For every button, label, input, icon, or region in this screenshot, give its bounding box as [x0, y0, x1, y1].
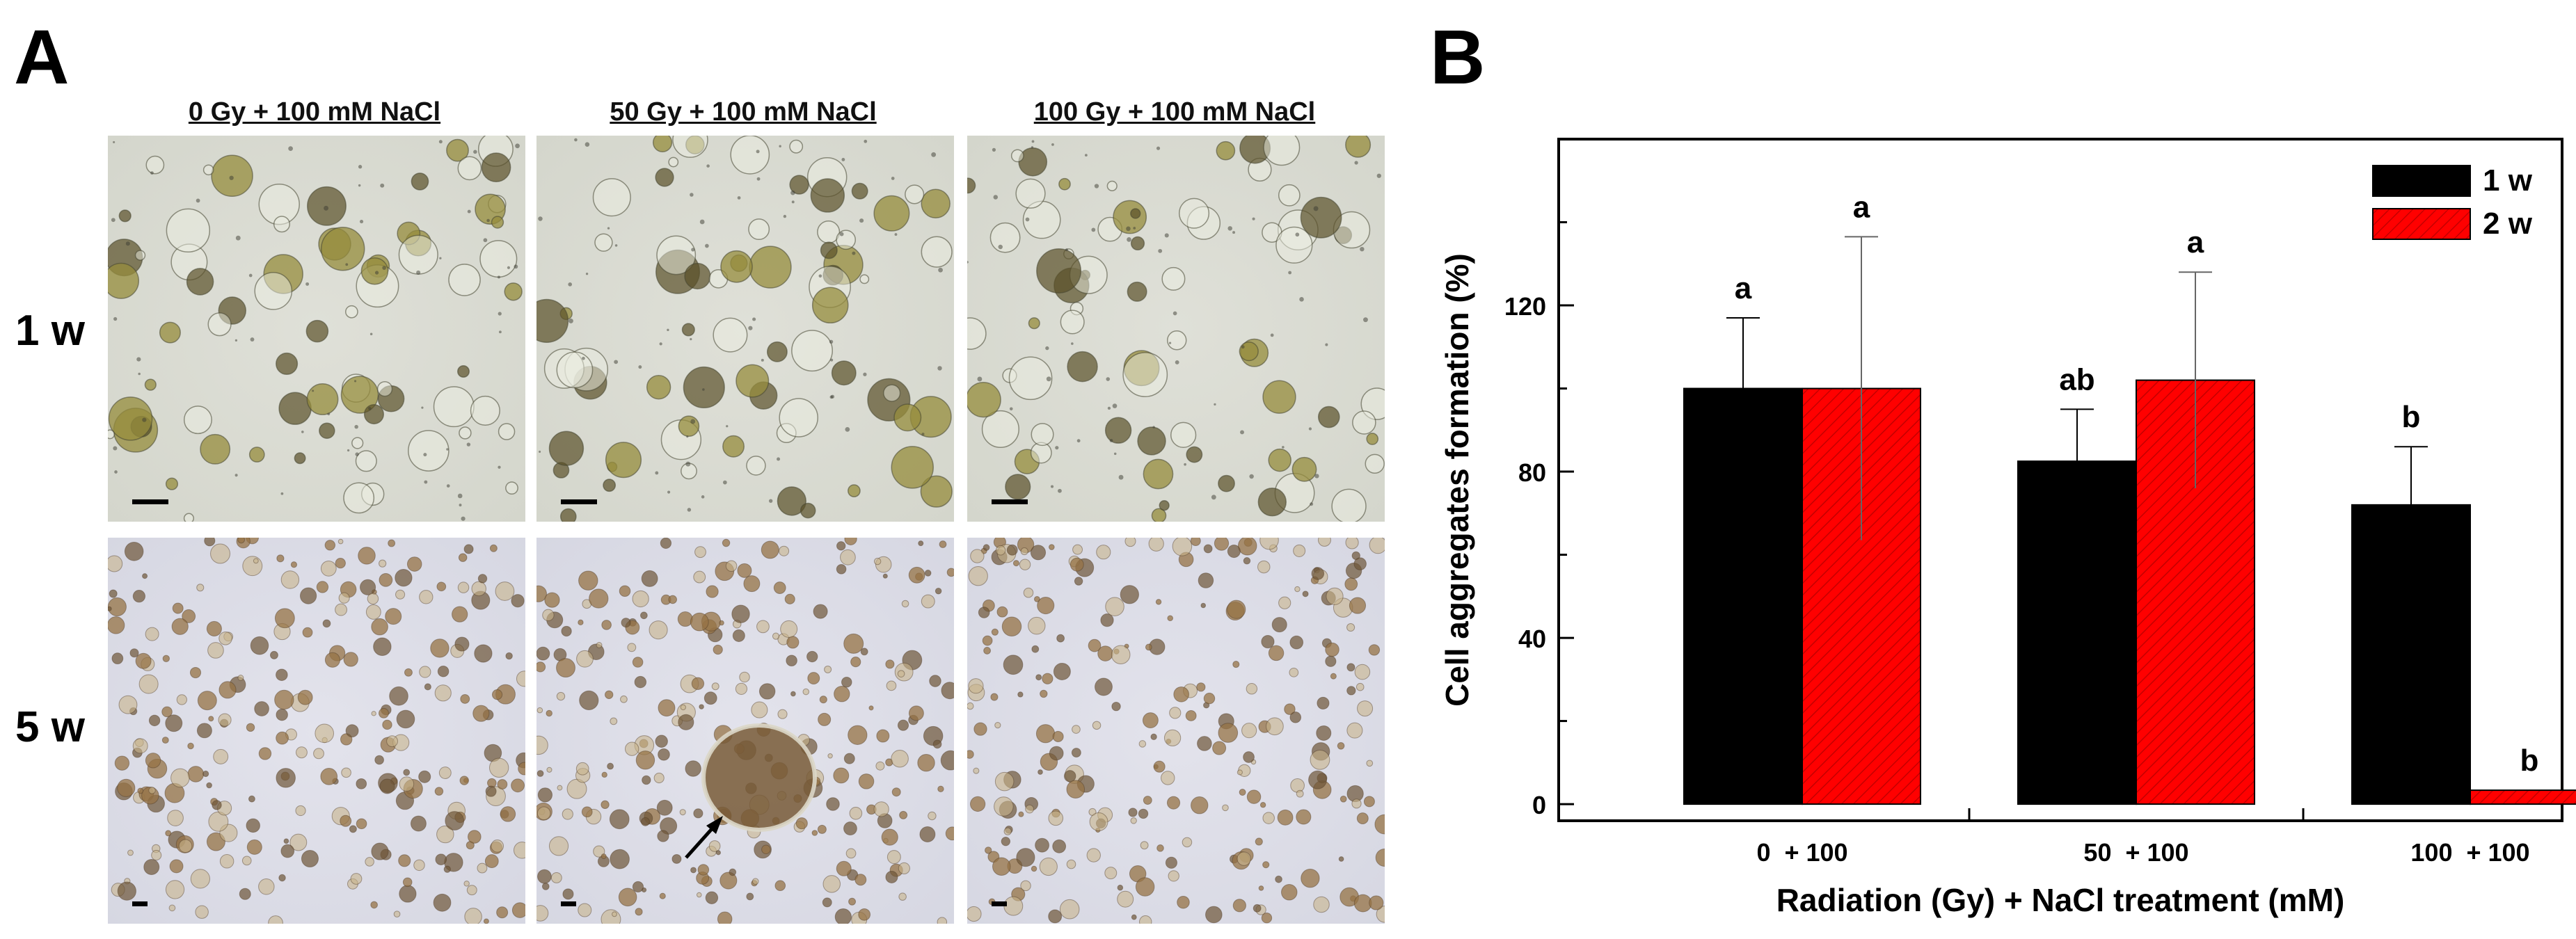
micrograph-0gy-5w	[108, 538, 525, 924]
column-title-0gy: 0 Gy + 100 mM NaCl	[188, 97, 441, 127]
legend-swatch	[2372, 165, 2471, 197]
panel-b-letter: B	[1430, 15, 1486, 100]
plot-frame	[1557, 138, 2563, 822]
significance-letter: b	[2520, 744, 2539, 778]
y-tick-label: 120	[1504, 292, 1546, 321]
micrograph-100gy-5w	[967, 538, 1385, 924]
scale-bar	[561, 901, 576, 906]
micrograph-0gy-1w	[108, 136, 525, 522]
micrograph-50gy-1w	[536, 136, 954, 522]
significance-letter: ab	[2059, 362, 2094, 396]
y-tick-label: 40	[1518, 625, 1546, 653]
panel-a-letter: A	[14, 15, 70, 100]
legend-swatch	[2372, 208, 2471, 240]
x-tick-label: 50 + 100	[2083, 838, 2188, 867]
column-title-50gy: 50 Gy + 100 mM NaCl	[610, 97, 877, 127]
x-axis-label: Radiation (Gy) + NaCl treatment (mM)	[1776, 882, 2345, 918]
legend-label: 2 w	[2483, 207, 2533, 241]
bar-2w-2	[2470, 789, 2576, 805]
arrow-icon	[685, 823, 717, 859]
y-tick-label: 80	[1518, 458, 1546, 487]
row-label-1w: 1 w	[15, 307, 85, 355]
x-tick-label: 100 + 100	[2410, 838, 2529, 867]
bar-1w-1	[2017, 460, 2137, 805]
cell-aggregate	[701, 723, 817, 832]
y-axis-label: Cell aggregates formation (%)	[1439, 253, 1475, 707]
scale-bar	[561, 499, 597, 504]
x-tick-label: 0 + 100	[1756, 838, 1847, 867]
significance-letter: a	[1853, 190, 1870, 224]
scale-bar	[992, 901, 1007, 906]
scale-bar	[132, 499, 168, 504]
micrograph-50gy-5w	[536, 538, 954, 924]
scale-bar	[132, 901, 148, 906]
y-tick-label: 0	[1532, 791, 1546, 819]
scale-bar	[992, 499, 1028, 504]
micrograph-100gy-1w	[967, 136, 1385, 522]
significance-letter: a	[2187, 225, 2204, 259]
column-title-100gy: 100 Gy + 100 mM NaCl	[1033, 97, 1316, 127]
significance-letter: b	[2402, 400, 2421, 434]
row-label-5w: 5 w	[15, 703, 85, 751]
significance-letter: a	[1735, 271, 1752, 305]
legend-label: 1 w	[2483, 163, 2533, 198]
